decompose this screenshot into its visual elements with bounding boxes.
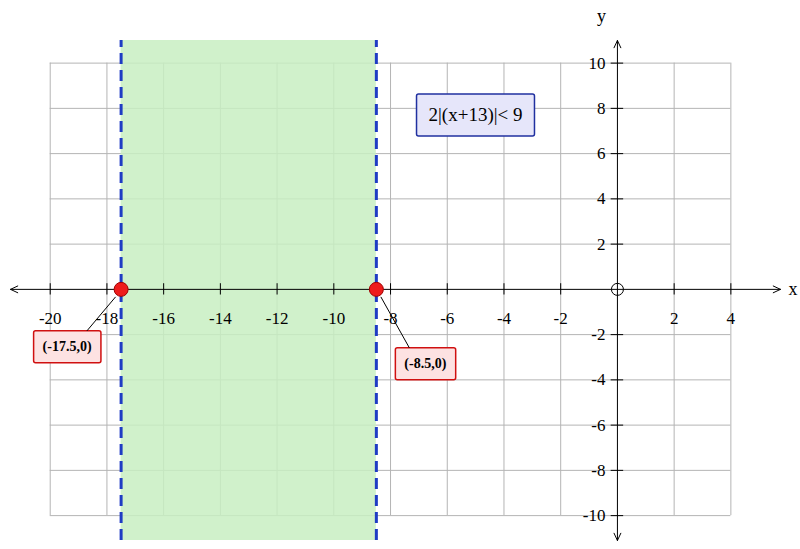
svg-text:-4: -4 — [497, 309, 512, 328]
svg-text:-2: -2 — [554, 309, 568, 328]
svg-text:-18: -18 — [96, 309, 119, 328]
svg-text:-8: -8 — [591, 461, 605, 480]
svg-text:(-17.5,0): (-17.5,0) — [43, 339, 92, 355]
svg-text:(-8.5,0): (-8.5,0) — [404, 356, 446, 372]
svg-text:-2: -2 — [591, 325, 605, 344]
svg-text:-20: -20 — [39, 309, 62, 328]
svg-text:-10: -10 — [322, 309, 345, 328]
svg-text:-8: -8 — [383, 309, 397, 328]
svg-text:-4: -4 — [591, 370, 606, 389]
svg-text:2|(x+13)|< 9: 2|(x+13)|< 9 — [429, 104, 523, 126]
svg-text:-14: -14 — [209, 309, 232, 328]
svg-text:6: 6 — [597, 144, 606, 163]
svg-text:-12: -12 — [266, 309, 289, 328]
svg-text:-6: -6 — [440, 309, 454, 328]
svg-text:x: x — [789, 279, 798, 299]
svg-text:-16: -16 — [152, 309, 175, 328]
svg-text:-10: -10 — [583, 506, 606, 525]
svg-text:4: 4 — [597, 189, 606, 208]
svg-text:2: 2 — [597, 235, 606, 254]
svg-text:8: 8 — [597, 99, 606, 118]
svg-text:-6: -6 — [591, 416, 605, 435]
svg-text:2: 2 — [670, 309, 679, 328]
svg-text:10: 10 — [588, 54, 605, 73]
svg-text:y: y — [597, 6, 606, 26]
svg-text:4: 4 — [727, 309, 736, 328]
